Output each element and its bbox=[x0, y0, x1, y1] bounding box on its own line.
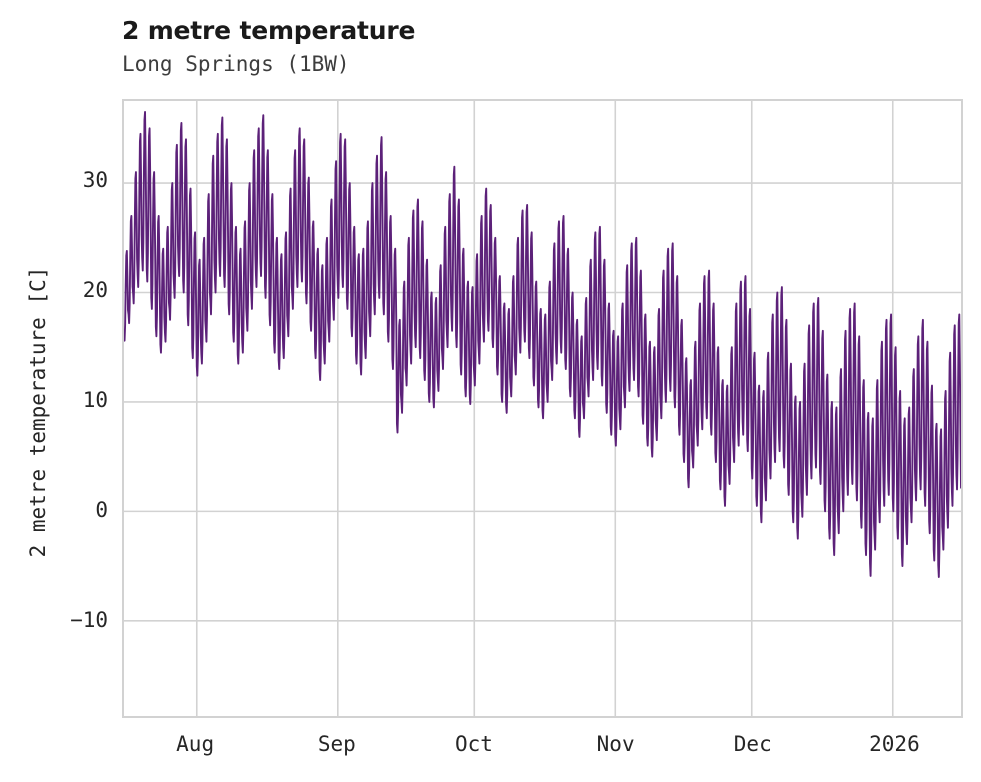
x-axis-tick-label: Oct bbox=[454, 732, 493, 756]
y-axis-tick-label: 20 bbox=[82, 277, 108, 302]
x-axis-tick-label: 2026 bbox=[869, 732, 920, 756]
chart-subtitle: Long Springs (1BW) bbox=[122, 52, 350, 76]
y-axis-tick-label: −10 bbox=[70, 608, 108, 633]
y-axis-tick-label: 10 bbox=[82, 387, 108, 412]
temperature-series-line bbox=[124, 110, 961, 578]
x-axis-tick-label: Aug bbox=[176, 732, 215, 756]
y-axis-tick-label: 0 bbox=[95, 498, 108, 523]
y-axis-tick-label: 30 bbox=[82, 167, 108, 192]
y-axis-label: 2 metre temperature [C] bbox=[26, 266, 50, 558]
x-axis-tick-label: Sep bbox=[317, 732, 356, 756]
x-axis-tick-label: Nov bbox=[596, 732, 635, 756]
chart-title: 2 metre temperature bbox=[122, 16, 416, 45]
x-axis-tick-label: Dec bbox=[733, 732, 772, 756]
plot-area bbox=[122, 99, 963, 718]
plot-svg bbox=[124, 101, 961, 716]
